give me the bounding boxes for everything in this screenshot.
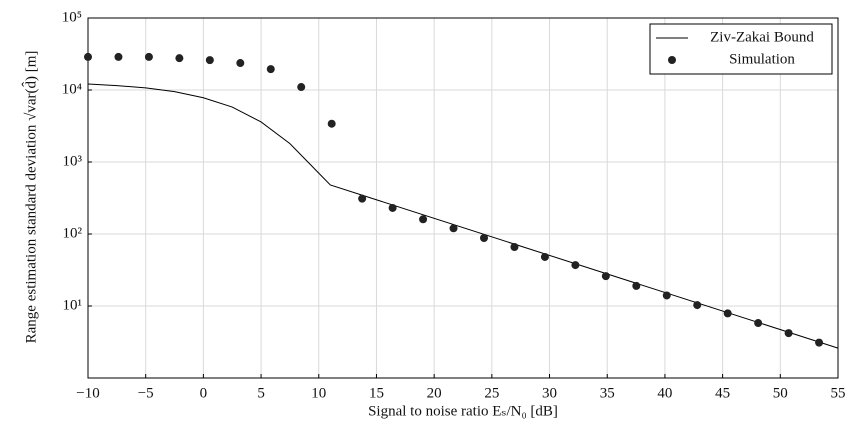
data-point <box>480 234 488 242</box>
x-tick-label: −5 <box>138 385 154 401</box>
data-point <box>632 282 640 290</box>
data-point <box>815 339 823 347</box>
y-tick-label: 10⁴ <box>62 81 82 97</box>
data-point <box>663 291 671 299</box>
x-tick-label: −10 <box>76 385 99 401</box>
x-tick-label: 45 <box>715 385 730 401</box>
data-point <box>693 301 701 309</box>
x-tick-label: 50 <box>773 385 788 401</box>
y-tick-label: 10¹ <box>63 297 83 313</box>
data-point <box>571 261 579 269</box>
data-point <box>114 53 122 61</box>
data-point <box>175 54 183 62</box>
y-axis-label: Range estimation standard deviation √var… <box>22 51 40 344</box>
x-tick-label: 10 <box>311 385 326 401</box>
data-point <box>419 215 427 223</box>
data-point <box>389 204 397 212</box>
legend-marker <box>668 56 676 64</box>
x-tick-label: 40 <box>657 385 672 401</box>
data-point <box>754 319 762 327</box>
x-tick-label: 0 <box>200 385 208 401</box>
x-tick-label: 35 <box>600 385 615 401</box>
data-point <box>450 224 458 232</box>
y-tick-label: 10² <box>63 225 83 241</box>
data-point <box>236 59 244 67</box>
y-tick-label: 10³ <box>63 153 83 169</box>
data-point <box>267 65 275 73</box>
x-tick-label: 55 <box>831 385 845 401</box>
x-tick-label: 25 <box>484 385 499 401</box>
data-point <box>206 56 214 64</box>
legend-label: Ziv-Zakai Bound <box>710 29 814 45</box>
legend-label: Simulation <box>729 51 795 67</box>
data-point <box>358 195 366 203</box>
line-series <box>88 84 838 348</box>
data-point <box>785 329 793 337</box>
x-tick-label: 5 <box>257 385 265 401</box>
data-point <box>541 253 549 261</box>
data-point <box>297 83 305 91</box>
data-point <box>84 53 92 61</box>
x-tick-label: 20 <box>427 385 442 401</box>
data-point <box>145 53 153 61</box>
data-point <box>328 120 336 128</box>
x-axis-label: Signal to noise ratio Eₛ/N₀ [dB] <box>368 403 558 419</box>
data-point <box>724 309 732 317</box>
x-tick-label: 30 <box>542 385 557 401</box>
x-tick-label: 15 <box>369 385 384 401</box>
data-point <box>602 272 610 280</box>
data-point <box>510 243 518 251</box>
y-tick-label: 10⁵ <box>62 9 82 25</box>
